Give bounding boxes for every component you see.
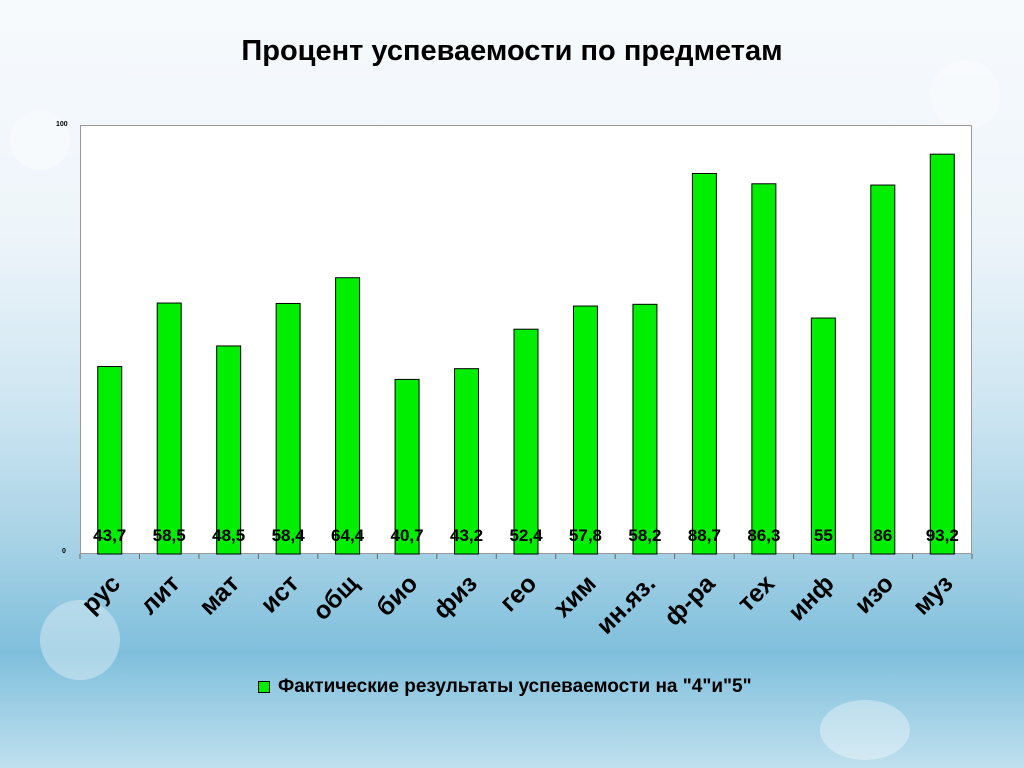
category-label: гео [494,569,542,617]
data-label: 57,8 [569,526,602,545]
background-flower [10,110,70,170]
bar [97,366,123,555]
data-label: 86 [873,526,892,545]
bar [929,153,955,555]
bar [751,183,777,555]
category-label: лит [135,569,186,620]
data-label: 64,4 [331,526,365,545]
data-label: 86,3 [747,526,780,545]
bar [156,302,182,555]
legend: Фактические результаты успеваемости на "… [258,676,752,698]
category-label: инф [783,569,840,626]
bar [810,317,836,555]
category-label: муз [907,569,958,620]
data-label: 43,2 [450,526,483,545]
bar [572,305,598,555]
data-label: 58,2 [628,526,661,545]
category-label: ф-ра [659,569,722,632]
legend-label: Фактические результаты успеваемости на "… [278,676,752,697]
bar [335,277,361,555]
background-flower [40,600,120,680]
bar [632,303,658,555]
background-flower [820,700,910,760]
data-label: 40,7 [391,526,424,545]
data-label: 43,7 [93,526,126,545]
data-label: 88,7 [688,526,721,545]
category-label: ин.яз. [591,569,661,639]
data-label: 58,4 [272,526,306,545]
bar [454,368,480,555]
category-label: рус [76,569,126,619]
legend-swatch [258,681,270,693]
data-label: 55 [814,526,833,545]
bar [870,184,896,555]
data-label: 93,2 [926,526,959,545]
bar [216,345,242,555]
data-label: 48,5 [212,526,245,545]
y-tick-label: 0 [62,548,66,555]
category-label: мат [194,569,245,620]
data-label: 52,4 [509,526,543,545]
category-label: общ [307,569,363,625]
category-label: био [371,569,423,621]
y-tick-label: 100 [56,121,68,128]
category-label: хим [548,569,602,623]
bar [275,302,301,555]
data-label: 58,5 [153,526,186,545]
bar [691,172,717,555]
bar [394,378,420,555]
category-label: тех [732,569,780,617]
background-flower [930,60,1000,130]
slide-title: Процент успеваемости по предметам [241,35,783,67]
category-label: физ [428,569,483,624]
category-label: изо [849,569,899,619]
bar [513,328,539,555]
category-label: ист [255,569,304,618]
